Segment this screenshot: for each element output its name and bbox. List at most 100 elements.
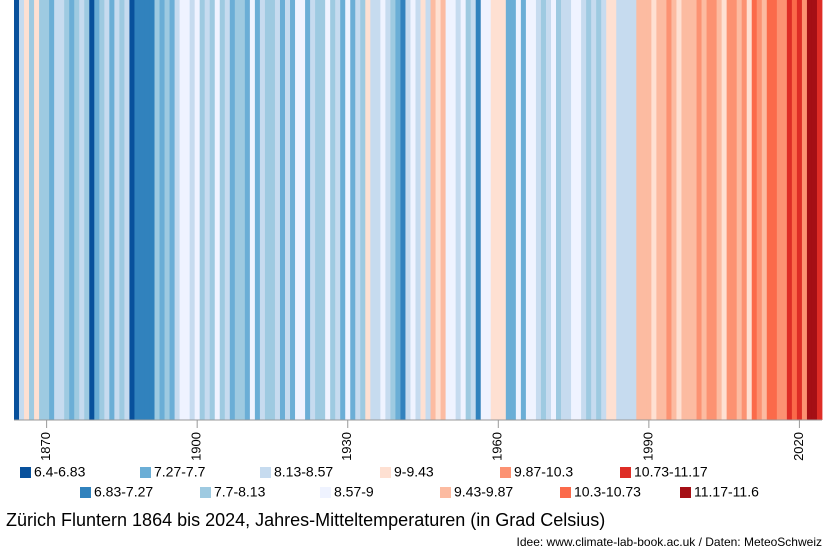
stripe	[661, 0, 667, 420]
stripe	[596, 0, 602, 420]
legend-swatch	[560, 487, 571, 498]
stripe	[786, 0, 793, 420]
stripe	[485, 0, 492, 420]
stripe	[581, 0, 587, 420]
stripe	[490, 0, 497, 420]
stripe	[761, 0, 768, 420]
stripe	[204, 0, 211, 420]
stripe	[766, 0, 773, 420]
stripe	[656, 0, 662, 420]
stripe	[300, 0, 306, 420]
stripe	[24, 0, 30, 420]
stripe	[149, 0, 155, 420]
stripe	[500, 0, 507, 420]
stripe	[350, 0, 356, 420]
stripe	[736, 0, 743, 420]
stripe	[64, 0, 70, 420]
x-tick-label: 1960	[490, 432, 505, 461]
stripe	[796, 0, 803, 420]
stripe	[39, 0, 45, 420]
stripe	[741, 0, 748, 420]
stripe	[400, 0, 406, 420]
legend-label: 11.17-11.6	[694, 484, 759, 500]
x-tick-label: 2020	[791, 432, 806, 461]
stripe	[540, 0, 547, 420]
stripe	[194, 0, 201, 420]
stripe	[616, 0, 622, 420]
stripe	[360, 0, 366, 420]
stripe	[380, 0, 386, 420]
stripe	[49, 0, 55, 420]
stripe	[611, 0, 617, 420]
stripe	[29, 0, 35, 420]
source-note: Idee: www.climate-lab-book.ac.uk / Daten…	[517, 535, 822, 549]
stripe	[224, 0, 231, 420]
stripe	[696, 0, 702, 420]
stripe	[475, 0, 482, 420]
legend-label: 8.13-8.57	[274, 464, 333, 480]
legend-swatch	[500, 467, 511, 478]
stripe	[771, 0, 778, 420]
stripe	[721, 0, 728, 420]
stripe	[676, 0, 682, 420]
legend-label: 10.73-11.17	[634, 464, 708, 480]
stripe	[636, 0, 642, 420]
stripe	[305, 0, 311, 420]
legend-label: 9.43-9.87	[454, 484, 513, 500]
stripe	[711, 0, 718, 420]
stripe	[566, 0, 572, 420]
stripe	[731, 0, 738, 420]
stripe	[340, 0, 346, 420]
stripe	[189, 0, 196, 420]
stripe	[535, 0, 542, 420]
stripe	[164, 0, 170, 420]
stripe	[94, 0, 100, 420]
stripe	[646, 0, 652, 420]
stripe	[460, 0, 467, 420]
stripe	[385, 0, 391, 420]
stripe	[626, 0, 632, 420]
stripe	[229, 0, 236, 420]
stripe	[716, 0, 723, 420]
legend-label: 9.87-10.3	[514, 464, 573, 480]
stripe	[781, 0, 788, 420]
stripe	[510, 0, 517, 420]
stripe	[139, 0, 145, 420]
stripe	[365, 0, 371, 420]
stripe	[420, 0, 426, 420]
stripe	[89, 0, 95, 420]
stripe	[99, 0, 105, 420]
stripe	[84, 0, 90, 420]
legend-swatch	[380, 467, 391, 478]
stripe	[315, 0, 321, 420]
stripe	[751, 0, 758, 420]
stripe	[104, 0, 110, 420]
stripe	[69, 0, 75, 420]
stripe	[274, 0, 281, 420]
stripe	[34, 0, 40, 420]
stripe	[571, 0, 577, 420]
stripe	[726, 0, 733, 420]
stripe	[671, 0, 677, 420]
legend-label: 10.3-10.73	[574, 484, 641, 500]
stripe	[706, 0, 712, 420]
legend-swatch	[80, 487, 91, 498]
stripe	[811, 0, 818, 420]
stripe	[515, 0, 522, 420]
stripe	[264, 0, 271, 420]
stripe	[290, 0, 296, 420]
x-tick-label: 1930	[339, 432, 354, 461]
stripe	[144, 0, 150, 420]
stripe	[390, 0, 396, 420]
legend-label: 7.27-7.7	[154, 464, 206, 480]
legend-label: 8.57-9	[334, 484, 374, 500]
stripe	[174, 0, 181, 420]
stripe	[124, 0, 130, 420]
stripe	[621, 0, 627, 420]
stripe	[134, 0, 140, 420]
stripe	[440, 0, 447, 420]
stripe	[219, 0, 226, 420]
stripe	[591, 0, 597, 420]
stripe	[285, 0, 291, 420]
stripe	[556, 0, 562, 420]
